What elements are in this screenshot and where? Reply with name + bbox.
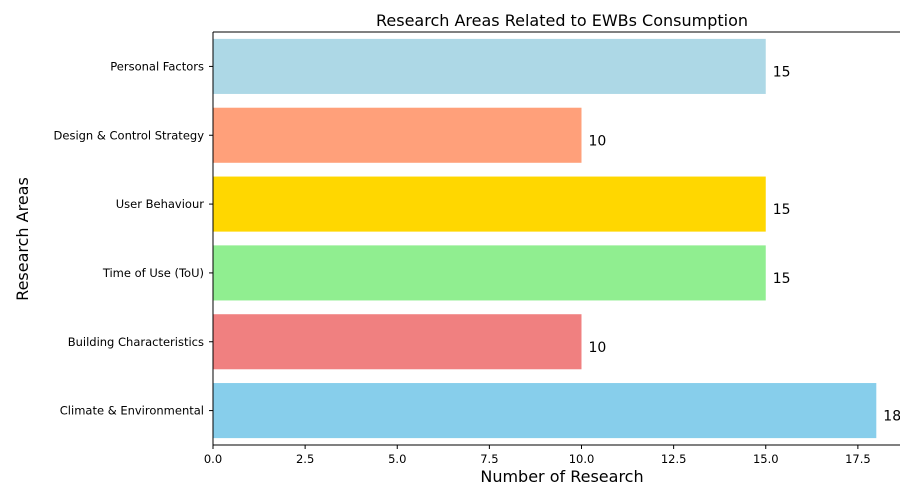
data-label-climate-environmental: 18 [883,409,900,425]
bar-personal-factors [213,38,766,94]
x-tick-label: 10.0 [569,452,595,466]
bar-building-characteristics [213,314,582,370]
bar-user-behaviour [213,176,766,232]
data-label-design-control-strategy: 10 [589,133,607,149]
bars-layer: 18 10 15 15 10 15 [213,38,900,439]
bar-time-of-use-tou [213,245,766,301]
y-tick-label-building-characteristics: Building Characteristics [68,335,204,349]
x-axis-label: Number of Research [480,467,643,483]
x-tick-label: 2.5 [296,452,314,466]
data-label-personal-factors: 15 [773,64,791,80]
y-tick-label-user-behaviour: User Behaviour [116,197,204,211]
data-label-building-characteristics: 10 [589,340,607,356]
data-label-user-behaviour: 15 [773,202,791,218]
x-tick-label: 5.0 [388,452,406,466]
y-tick-label-time-of-use-tou: Time of Use (ToU) [102,266,204,280]
chart-title: Research Areas Related to EWBs Consumpti… [376,11,748,30]
axes-layer: Climate & Environmental Building Characte… [54,31,900,466]
x-tick-label: 7.5 [480,452,498,466]
data-label-time-of-use-tou: 15 [773,271,791,287]
bar-design-control-strategy [213,107,582,163]
y-tick-label-personal-factors: Personal Factors [110,59,204,73]
x-tick-label: 15.0 [753,452,779,466]
x-tick-label: 17.5 [845,452,871,466]
y-axis-label: Research Areas [13,177,32,301]
bar-climate-environmental [213,383,877,439]
y-tick-label-climate-environmental: Climate & Environmental [60,404,204,418]
y-tick-label-design-control-strategy: Design & Control Strategy [54,128,205,142]
x-tick-label: 12.5 [661,452,687,466]
x-tick-label: 0.0 [204,452,222,466]
